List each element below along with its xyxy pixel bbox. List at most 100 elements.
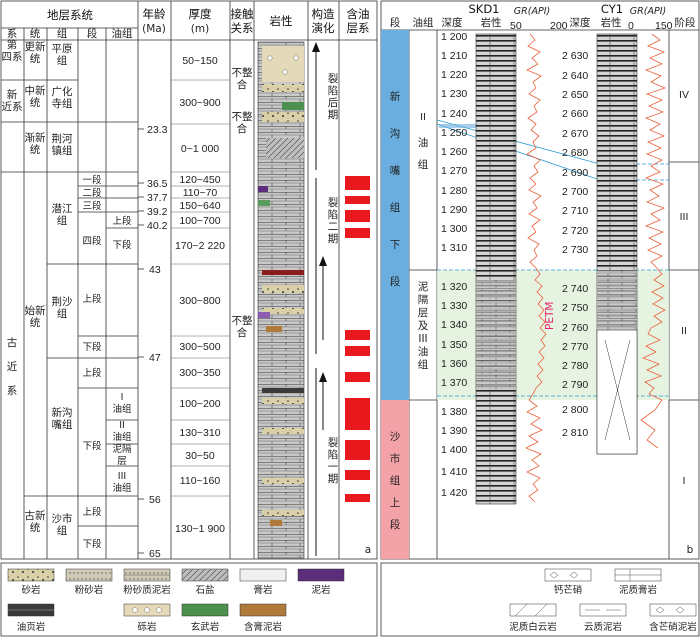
panel-b: SKD1 CY1 段 油组 深度 岩性 GR(API) 50 200 深度 岩性… [380, 0, 700, 560]
svg-text:1 390: 1 390 [441, 425, 467, 437]
panel-a-label: a [365, 544, 371, 556]
svg-text:300~800: 300~800 [179, 295, 220, 307]
svg-text:100~700: 100~700 [179, 215, 220, 227]
svg-text:47: 47 [149, 352, 161, 364]
contacts: 不整合 不整合 不整合 [232, 66, 253, 339]
hdr-age: 年龄 [143, 7, 166, 21]
tectonic-evolution: 裂陷后期 裂陷二期 裂陷一期 [312, 42, 339, 556]
svg-text:170~2 220: 170~2 220 [175, 240, 225, 252]
svg-text:50: 50 [510, 20, 522, 32]
svg-text:段: 段 [390, 16, 401, 29]
duan-10: 下段 [82, 538, 102, 550]
svg-text:40.2: 40.2 [147, 220, 168, 232]
svg-text:III: III [680, 211, 689, 223]
svg-text:1 300: 1 300 [441, 223, 467, 235]
youzu-lower: 下段 [112, 239, 132, 251]
svg-text:沙市组: 沙市组 [52, 512, 73, 537]
svg-text:地层系统: 地层系统 [47, 8, 93, 22]
svg-text:粉砂质泥岩: 粉砂质泥岩 [123, 584, 171, 596]
svg-text:钙芒硝: 钙芒硝 [554, 584, 583, 596]
svg-text:1 200: 1 200 [441, 31, 467, 43]
svg-text:I油组: I 油组 [112, 392, 132, 415]
svg-text:130~1 900: 130~1 900 [175, 523, 225, 535]
svg-text:油组: 油组 [413, 16, 434, 29]
svg-text:中新统: 中新统 [25, 84, 46, 109]
svg-text:平原组: 平原组 [52, 43, 73, 67]
svg-text:裂陷一期: 裂陷一期 [328, 436, 339, 485]
svg-text:GR(API): GR(API) [514, 6, 550, 17]
hdr-thick-unit: (m) [191, 23, 209, 35]
svg-text:泥质白云岩: 泥质白云岩 [509, 621, 557, 633]
duan-upper-fill [381, 30, 409, 400]
svg-text:1 400: 1 400 [441, 444, 467, 456]
svg-text:110~70: 110~70 [183, 187, 218, 199]
svg-text:泥岩: 泥岩 [311, 584, 330, 596]
svg-text:2 720: 2 720 [562, 225, 588, 237]
svg-text:不整合: 不整合 [232, 110, 253, 135]
hdr-zu: 组 [57, 27, 68, 40]
svg-text:1 380: 1 380 [441, 406, 467, 418]
svg-text:II: II [681, 325, 687, 337]
svg-text:2 780: 2 780 [562, 360, 588, 372]
hdr-youzu: 油组 [112, 27, 133, 40]
svg-text:65: 65 [149, 548, 161, 560]
svg-text:1 360: 1 360 [441, 358, 467, 370]
svg-text:渐新统: 渐新统 [25, 131, 46, 156]
svg-text:50~150: 50~150 [182, 55, 217, 67]
svg-text:深度: 深度 [442, 16, 463, 29]
svg-text:更新统: 更新统 [25, 40, 46, 65]
svg-text:2 680: 2 680 [562, 147, 588, 159]
svg-text:39.2: 39.2 [147, 206, 168, 218]
svg-text:1 230: 1 230 [441, 88, 467, 100]
svg-text:II: II [420, 111, 426, 123]
svg-text:荆河镇组: 荆河镇组 [52, 132, 73, 157]
svg-text:2 670: 2 670 [562, 128, 588, 140]
skd1-lithology [475, 33, 517, 505]
svg-text:2 760: 2 760 [562, 322, 588, 334]
svg-text:1 280: 1 280 [441, 185, 467, 197]
svg-text:1 270: 1 270 [441, 165, 467, 177]
hdr-thick: 厚度 [189, 7, 212, 21]
svg-text:油页岩: 油页岩 [17, 621, 46, 633]
lithology-column [257, 41, 305, 559]
svg-text:2 690: 2 690 [562, 167, 588, 179]
hdr-oil2: 层系 [347, 21, 370, 35]
svg-text:100~200: 100~200 [179, 398, 220, 410]
svg-text:23.3: 23.3 [147, 124, 168, 136]
svg-text:砾岩: 砾岩 [137, 621, 156, 633]
hdr-oil: 含油 [347, 7, 370, 21]
svg-text:潜江组: 潜江组 [52, 202, 73, 227]
svg-text:1 420: 1 420 [441, 487, 467, 499]
duan-8: 下段 [82, 440, 102, 452]
svg-text:1 340: 1 340 [441, 319, 467, 331]
svg-text:新沟嘴组下段: 新沟嘴组下段 [390, 90, 401, 288]
skd1-gr-curve [525, 33, 547, 503]
svg-text:2 660: 2 660 [562, 108, 588, 120]
duan-3: 三段 [82, 200, 102, 212]
svg-text:新沟嘴组: 新沟嘴组 [52, 406, 73, 431]
svg-text:含膏泥岩: 含膏泥岩 [244, 621, 282, 633]
svg-text:2 770: 2 770 [562, 341, 588, 353]
svg-text:0~1 000: 0~1 000 [181, 143, 219, 155]
duan-2: 二段 [82, 187, 102, 199]
svg-text:300~350: 300~350 [179, 367, 220, 379]
duan-7: 上段 [82, 367, 102, 379]
duan-6: 下段 [82, 341, 102, 353]
petm-label: PETM [544, 302, 556, 330]
duan-5: 上段 [82, 293, 102, 305]
well-cy1: CY1 [601, 2, 623, 16]
svg-text:1 310: 1 310 [441, 242, 467, 254]
svg-text:30~50: 30~50 [185, 450, 215, 462]
svg-text:阶段: 阶段 [675, 16, 696, 29]
svg-text:1 330: 1 330 [441, 300, 467, 312]
svg-text:始新统: 始新统 [25, 304, 46, 329]
svg-text:IV: IV [679, 89, 689, 101]
depth-cy1: 2 630 2 640 2 650 2 660 2 670 2 680 2 69… [562, 50, 588, 439]
svg-text:1 240: 1 240 [441, 108, 467, 120]
svg-text:1 350: 1 350 [441, 339, 467, 351]
svg-text:不整合: 不整合 [232, 66, 253, 91]
svg-text:含芒硝泥岩: 含芒硝泥岩 [649, 621, 697, 633]
svg-text:云质泥岩: 云质泥岩 [584, 621, 622, 633]
